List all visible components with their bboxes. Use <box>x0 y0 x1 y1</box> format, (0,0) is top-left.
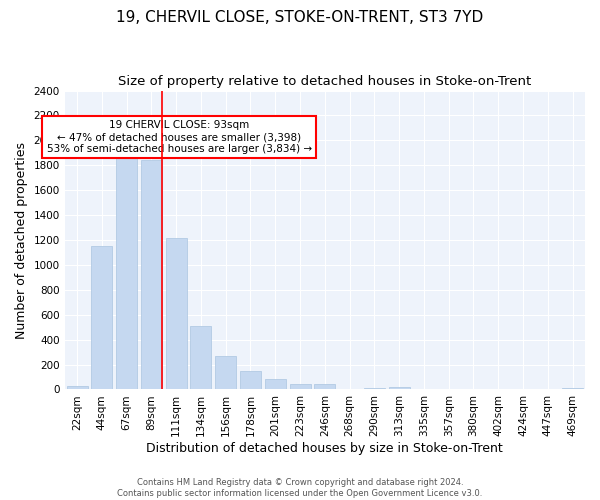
Bar <box>314 384 335 390</box>
Bar <box>166 238 187 390</box>
Bar <box>389 387 410 390</box>
Bar <box>215 356 236 390</box>
Bar <box>141 160 162 390</box>
Bar <box>413 389 434 390</box>
Bar <box>339 389 360 390</box>
Bar <box>265 379 286 390</box>
Text: Contains HM Land Registry data © Crown copyright and database right 2024.
Contai: Contains HM Land Registry data © Crown c… <box>118 478 482 498</box>
Bar <box>463 389 484 390</box>
Bar <box>438 389 459 390</box>
Y-axis label: Number of detached properties: Number of detached properties <box>15 142 28 338</box>
Bar <box>67 386 88 390</box>
Bar <box>512 389 533 390</box>
Bar <box>488 389 509 390</box>
Bar <box>190 326 211 390</box>
Text: 19, CHERVIL CLOSE, STOKE-ON-TRENT, ST3 7YD: 19, CHERVIL CLOSE, STOKE-ON-TRENT, ST3 7… <box>116 10 484 25</box>
Bar <box>364 388 385 390</box>
Bar <box>91 246 112 390</box>
Bar <box>116 146 137 390</box>
Text: 19 CHERVIL CLOSE: 93sqm
← 47% of detached houses are smaller (3,398)
53% of semi: 19 CHERVIL CLOSE: 93sqm ← 47% of detache… <box>47 120 312 154</box>
Title: Size of property relative to detached houses in Stoke-on-Trent: Size of property relative to detached ho… <box>118 75 532 88</box>
Bar <box>538 389 559 390</box>
Bar <box>290 384 311 390</box>
Bar <box>562 388 583 390</box>
Bar <box>240 371 261 390</box>
X-axis label: Distribution of detached houses by size in Stoke-on-Trent: Distribution of detached houses by size … <box>146 442 503 455</box>
